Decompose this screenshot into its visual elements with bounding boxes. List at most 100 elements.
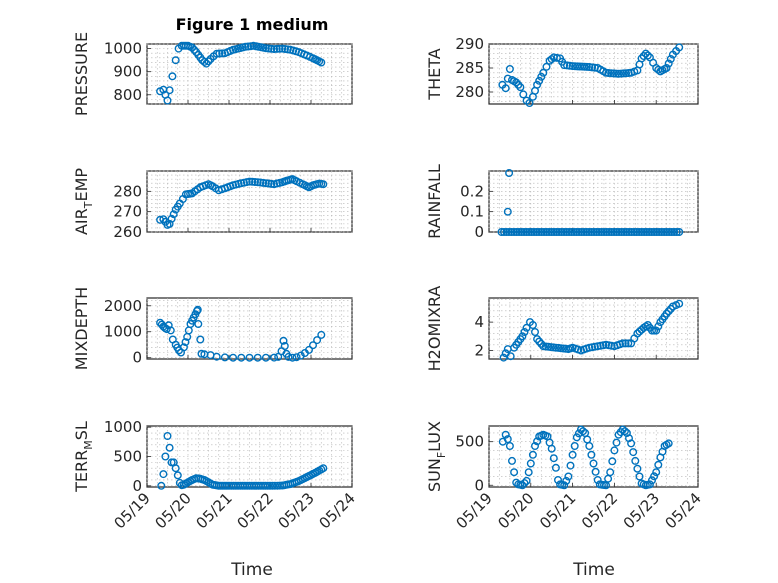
data-point — [629, 448, 638, 457]
data-point — [317, 330, 326, 339]
data-point — [190, 45, 199, 54]
data-point — [587, 227, 596, 236]
y-label-main: H2OMIXRA — [425, 286, 444, 372]
data-point — [535, 337, 544, 346]
data-point — [545, 227, 554, 236]
data-point — [508, 456, 517, 465]
data-point — [518, 481, 527, 490]
data-point — [533, 335, 542, 344]
data-point — [200, 57, 209, 66]
data-point — [518, 332, 527, 341]
data-point — [652, 468, 661, 477]
data-point — [605, 227, 614, 236]
y-tick-label: 0 — [132, 477, 142, 495]
data-point — [540, 227, 549, 236]
y-tick-label: 290 — [455, 35, 484, 53]
data-point — [284, 352, 293, 361]
data-point — [261, 353, 270, 362]
data-point — [169, 210, 178, 219]
data-point — [632, 227, 641, 236]
data-point — [520, 479, 529, 488]
data-point — [510, 227, 519, 236]
data-point — [522, 227, 531, 236]
data-point — [667, 227, 676, 236]
data-point — [597, 227, 606, 236]
y-tick-label: 0 — [132, 349, 142, 367]
data-point — [642, 227, 651, 236]
data-point — [647, 227, 656, 236]
data-point — [615, 227, 624, 236]
data-point — [245, 177, 254, 186]
data-point — [595, 227, 604, 236]
data-point — [280, 342, 289, 351]
data-point — [275, 44, 284, 53]
axes-frame-rainfall — [488, 170, 699, 233]
data-point — [537, 227, 546, 236]
data-point — [640, 227, 649, 236]
data-point — [527, 227, 536, 236]
data-point — [220, 353, 229, 362]
data-point — [528, 321, 537, 330]
data-point — [165, 443, 174, 452]
data-point — [171, 56, 180, 65]
data-point — [270, 45, 279, 54]
y-axis-label-h2omixra: H2OMIXRA — [425, 286, 444, 372]
data-point — [279, 336, 288, 345]
data-point — [562, 476, 571, 485]
y-axis-label-rainfall: RAINFALL — [425, 164, 444, 239]
data-point — [637, 227, 646, 236]
data-point — [547, 227, 556, 236]
data-point — [157, 481, 166, 490]
y-label-main: MIXDEPTH — [72, 287, 91, 370]
data-point — [533, 80, 542, 89]
data-point — [549, 454, 558, 463]
data-point — [524, 468, 533, 477]
y-label-main: PRESSURE — [72, 32, 91, 116]
data-point — [514, 80, 523, 89]
data-point — [167, 214, 176, 223]
y-label-subscript: F — [435, 452, 448, 458]
series-sun-flux — [498, 425, 673, 490]
data-point — [292, 353, 301, 362]
data-point — [274, 352, 283, 361]
data-point — [565, 227, 574, 236]
data-point — [535, 76, 544, 85]
data-point — [552, 53, 561, 62]
data-point — [501, 430, 510, 439]
y-axis-label-air-temp: AIRTEMP — [72, 168, 95, 235]
y-label-suffix: EMP — [72, 168, 91, 202]
data-point — [313, 336, 322, 345]
data-point — [562, 227, 571, 236]
data-point — [664, 439, 673, 448]
y-label-subscript: T — [82, 201, 95, 209]
data-point — [163, 432, 172, 441]
data-point — [662, 63, 671, 72]
data-point — [520, 328, 529, 337]
data-point — [557, 227, 566, 236]
y-label-main: TERR — [72, 450, 91, 493]
data-point — [159, 470, 168, 479]
data-point — [531, 328, 540, 337]
data-point — [537, 72, 546, 81]
data-point — [241, 42, 250, 51]
data-point — [520, 227, 529, 236]
data-point — [519, 90, 528, 99]
data-point — [264, 44, 273, 53]
y-label-main: RAINFALL — [425, 164, 444, 239]
y-label-main: AIR — [72, 208, 91, 235]
data-point — [662, 227, 671, 236]
series-air-temp — [156, 175, 328, 229]
data-point — [270, 481, 279, 490]
data-point — [652, 227, 661, 236]
data-point — [550, 227, 559, 236]
data-point — [526, 459, 535, 468]
subplot-rainfall: 0 0.1 0.2 RAINFALL — [425, 164, 699, 241]
data-point — [542, 227, 551, 236]
x-axis-label-left: Time — [230, 560, 273, 580]
data-point — [502, 227, 511, 236]
y-tick-label: 285 — [455, 59, 484, 77]
subplot-theta: 280 285 290 THETA — [425, 35, 699, 107]
data-point — [542, 62, 551, 71]
data-point — [575, 227, 584, 236]
